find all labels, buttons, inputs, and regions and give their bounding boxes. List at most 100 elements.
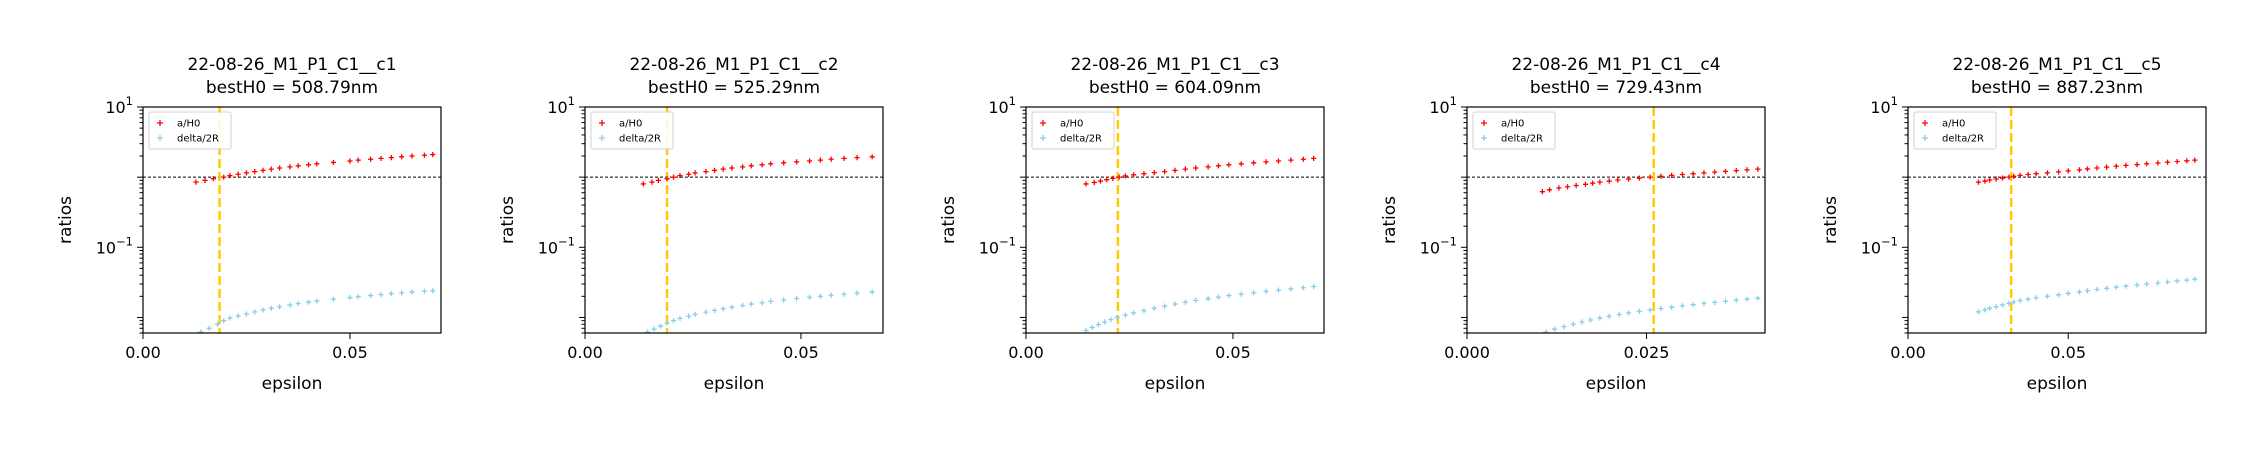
- data-point: [703, 309, 709, 315]
- data-point: [252, 168, 258, 175]
- data-point: [421, 152, 428, 158]
- chart-panel-3: 22-08-26_M1_P1_C1__c3 bestH0 = 604.09nm 0.…: [939, 55, 1325, 394]
- data-point: [198, 329, 204, 333]
- data-point: [2184, 158, 2190, 164]
- data-point: [1226, 162, 1232, 168]
- data-point: [210, 176, 216, 182]
- x-tick-label: 0.00: [1890, 343, 1926, 362]
- data-point: [1193, 165, 1199, 171]
- y-tick-label: 10−1: [1861, 234, 1898, 257]
- data-point: [260, 307, 266, 313]
- legend: a/H0 delta/2R: [1472, 111, 1556, 150]
- data-point: [378, 155, 384, 162]
- data-point: [1311, 284, 1317, 290]
- data-point: [1172, 167, 1178, 173]
- data-point: [2155, 280, 2161, 286]
- legend-box: [148, 111, 232, 150]
- data-point: [1993, 176, 1999, 182]
- legend-marker: [1040, 120, 1046, 126]
- y-tick-label: 10−1: [979, 234, 1016, 257]
- chart-panel-4: 22-08-26_M1_P1_C1__c4 bestH0 = 729.43nm 0.…: [1380, 55, 1766, 394]
- data-point: [305, 299, 312, 305]
- data-point: [2155, 160, 2161, 166]
- data-point: [243, 311, 250, 317]
- data-point: [645, 329, 651, 333]
- data-point: [1162, 168, 1168, 175]
- series-1: [1539, 166, 1761, 195]
- data-point: [1744, 167, 1750, 173]
- legend: a/H0 delta/2R: [148, 111, 232, 150]
- data-point: [655, 177, 662, 183]
- chart-title: 22-08-26_M1_P1_C1__c4: [1511, 55, 1720, 75]
- data-point: [828, 156, 834, 162]
- legend-marker: [599, 120, 605, 126]
- data-point: [1215, 294, 1222, 300]
- y-axis-label: ratios: [939, 196, 959, 244]
- data-point: [430, 151, 436, 158]
- data-point: [1982, 307, 1988, 313]
- data-point: [1182, 166, 1188, 172]
- data-point: [2144, 281, 2150, 287]
- data-point: [1089, 324, 1095, 331]
- legend-label: a/H0: [1501, 119, 1524, 130]
- data-point: [1733, 167, 1739, 174]
- data-point: [2104, 164, 2110, 170]
- legend-marker: [1481, 135, 1487, 141]
- data-point: [1636, 175, 1642, 181]
- data-point: [2104, 285, 2110, 291]
- data-point: [1215, 163, 1222, 169]
- data-point: [1658, 173, 1664, 179]
- data-point: [854, 154, 860, 161]
- x-axis-label: epsilon: [2027, 374, 2088, 394]
- series-2: [645, 289, 875, 333]
- legend-label: a/H0: [619, 119, 642, 130]
- data-point: [1300, 285, 1306, 291]
- data-point: [1141, 308, 1147, 314]
- axes-frame: [1025, 106, 1325, 334]
- data-point: [1679, 171, 1686, 178]
- chart-title: 22-08-26_M1_P1_C1__c5: [1952, 55, 2161, 75]
- data-point: [243, 170, 250, 176]
- data-point: [355, 294, 361, 300]
- data-point: [1114, 314, 1120, 321]
- data-point: [314, 161, 320, 167]
- data-point: [703, 168, 709, 175]
- data-point: [1744, 296, 1750, 302]
- data-point: [347, 294, 353, 301]
- data-point: [1570, 321, 1576, 327]
- data-point: [2006, 300, 2012, 307]
- data-point: [368, 156, 374, 162]
- x-tick-label: 0.00: [125, 343, 161, 362]
- data-point: [399, 290, 405, 296]
- data-point: [1712, 299, 1718, 305]
- plot-area: [143, 107, 441, 333]
- data-point: [388, 154, 394, 161]
- data-point: [330, 159, 336, 166]
- data-point: [806, 294, 813, 300]
- data-point: [677, 315, 683, 321]
- data-point: [1556, 185, 1562, 191]
- data-point: [1733, 297, 1739, 303]
- data-point: [1172, 301, 1178, 307]
- data-point: [817, 157, 823, 163]
- data-point: [1263, 288, 1269, 295]
- data-point: [1561, 324, 1567, 330]
- data-point: [2017, 297, 2023, 304]
- data-point: [1552, 326, 1558, 332]
- data-point: [2164, 279, 2171, 285]
- y-tick-label: 10−1: [1420, 234, 1457, 257]
- data-point: [1606, 178, 1612, 184]
- data-point: [664, 320, 670, 326]
- x-tick-label: 0.05: [1215, 343, 1251, 362]
- y-axis-label: ratios: [1821, 196, 1841, 244]
- y-tick-label: 10−1: [96, 234, 133, 257]
- legend-marker: [1922, 120, 1928, 126]
- data-point: [664, 176, 670, 182]
- data-point: [768, 298, 774, 304]
- chart-subtitle: bestH0 = 887.23nm: [1971, 78, 2143, 98]
- data-point: [1108, 317, 1114, 323]
- legend-box: [1031, 111, 1115, 150]
- data-point: [1975, 309, 1982, 315]
- data-point: [2084, 166, 2091, 172]
